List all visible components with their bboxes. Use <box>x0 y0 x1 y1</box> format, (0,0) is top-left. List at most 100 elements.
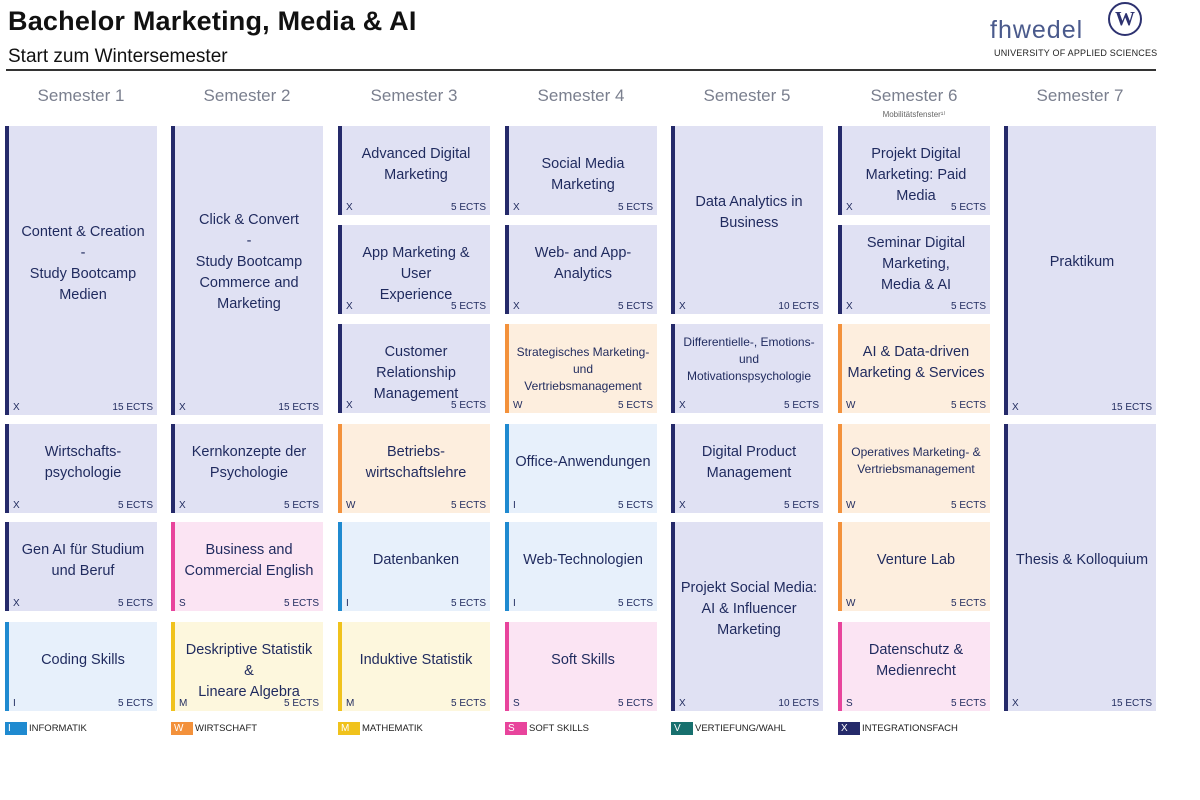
module-ects: 5 ECTS <box>117 598 153 609</box>
module-name: Datenschutz & Medienrecht <box>868 642 964 679</box>
module-ects: 5 ECTS <box>783 500 819 511</box>
logo-tagline: UNIVERSITY OF APPLIED SCIENCES <box>994 48 1158 58</box>
module-card[interactable]: AI & Data-driven Marketing & Services W 5 … <box>838 324 990 413</box>
module-category-code: I <box>513 500 516 511</box>
semester-note: Mobilitätsfenster¹⁾ <box>882 110 946 119</box>
semester-header-1: Semester 1 <box>37 86 125 105</box>
module-card[interactable]: Thesis & Kolloquium X 15 ECTS <box>1004 424 1156 711</box>
module-card[interactable]: Advanced Digital Marketing X 5 ECTS <box>338 126 490 215</box>
module-category-code: I <box>346 598 349 609</box>
module-card[interactable]: Business and Commercial English S 5 ECTS <box>171 522 323 611</box>
module-ects: 5 ECTS <box>950 598 986 609</box>
module-category-code: I <box>513 598 516 609</box>
module-card[interactable]: Customer Relationship Management X 5 ECTS <box>338 324 490 413</box>
module-category-code: S <box>513 698 520 709</box>
module-ects: 5 ECTS <box>950 301 986 312</box>
module-category-code: X <box>346 301 353 312</box>
module-card[interactable]: Click & Convert - Study Bootcamp Commerc… <box>171 126 323 415</box>
module-card[interactable]: Data Analytics in Business X 10 ECTS <box>671 126 823 314</box>
module-category-code: X <box>679 698 686 709</box>
module-card[interactable]: Praktikum X 15 ECTS <box>1004 126 1156 415</box>
module-category-code: I <box>13 698 16 709</box>
legend-swatch: M <box>338 722 360 735</box>
module-name: Web-Technologien <box>523 552 643 568</box>
module-ects: 10 ECTS <box>778 301 819 312</box>
module-category-code: X <box>679 301 686 312</box>
module-card[interactable]: Induktive Statistik M 5 ECTS <box>338 622 490 711</box>
module-card[interactable]: Projekt Digital Marketing: Paid Media X 5 … <box>838 126 990 215</box>
module-name: Projekt Digital Marketing: Paid Media <box>865 146 967 204</box>
module-card[interactable]: Web-Technologien I 5 ECTS <box>505 522 657 611</box>
module-name: Data Analytics in Business <box>695 194 803 231</box>
semester-header-4: Semester 4 <box>537 86 625 105</box>
module-card[interactable]: Operatives Marketing- & Vertriebsmanagem… <box>838 424 990 513</box>
module-ects: 15 ECTS <box>1111 402 1152 413</box>
legend-item: M MATHEMATIK <box>338 722 423 735</box>
module-card[interactable]: Gen AI für Studium und Beruf X 5 ECTS <box>5 522 157 611</box>
module-ects: 5 ECTS <box>283 698 319 709</box>
module-card[interactable]: Social Media Marketing X 5 ECTS <box>505 126 657 215</box>
module-card[interactable]: Office-Anwendungen I 5 ECTS <box>505 424 657 513</box>
module-card[interactable]: Betriebs- wirtschaftslehre W 5 ECTS <box>338 424 490 513</box>
module-card[interactable]: Web- and App- Analytics X 5 ECTS <box>505 225 657 314</box>
module-card[interactable]: Wirtschafts- psychologie X 5 ECTS <box>5 424 157 513</box>
module-name: App Marketing & User Experience <box>362 245 470 303</box>
module-ects: 5 ECTS <box>783 400 819 411</box>
module-category-code: X <box>179 500 186 511</box>
module-name: Thesis & Kolloquium <box>1015 552 1149 568</box>
module-name: Content & Creation - Study Bootcamp Medi… <box>21 224 145 303</box>
module-ects: 5 ECTS <box>950 202 986 213</box>
module-name: Business and Commercial English <box>184 542 314 579</box>
module-ects: 5 ECTS <box>950 500 986 511</box>
module-name: Strategisches Marketing- und Vertriebsma… <box>516 345 650 393</box>
module-name: Soft Skills <box>551 652 615 668</box>
module-category-code: S <box>179 598 186 609</box>
legend-label: INFORMATIK <box>29 723 87 734</box>
module-name: Differentielle-, Emotions- und Motivatio… <box>683 335 815 383</box>
module-card[interactable]: Kernkonzepte der Psychologie X 5 ECTS <box>171 424 323 513</box>
module-category-code: X <box>13 598 20 609</box>
legend-label: WIRTSCHAFT <box>195 723 258 734</box>
module-category-code: W <box>846 500 856 511</box>
module-card[interactable]: Datenbanken I 5 ECTS <box>338 522 490 611</box>
module-name: Projekt Social Media: AI & Influencer Ma… <box>680 580 818 638</box>
module-name: Seminar Digital Marketing, Media & AI <box>866 235 966 293</box>
semester-header-6: Semester 6 <box>870 86 958 105</box>
module-card[interactable]: Projekt Social Media: AI & Influencer Ma… <box>671 522 823 711</box>
module-ects: 5 ECTS <box>617 202 653 213</box>
module-category-code: S <box>846 698 853 709</box>
module-card[interactable]: Datenschutz & Medienrecht S 5 ECTS <box>838 622 990 711</box>
module-category-code: M <box>179 698 188 709</box>
semester-header-7: Semester 7 <box>1036 86 1124 105</box>
module-card[interactable]: Soft Skills S 5 ECTS <box>505 622 657 711</box>
module-category-code: X <box>179 402 186 413</box>
module-card[interactable]: Deskriptive Statistik & Lineare Algebra M… <box>171 622 323 711</box>
module-ects: 5 ECTS <box>950 698 986 709</box>
module-ects: 5 ECTS <box>450 400 486 411</box>
module-card[interactable]: Differentielle-, Emotions- und Motivatio… <box>671 324 823 413</box>
legend-swatch: X <box>838 722 860 735</box>
legend-swatch: V <box>671 722 693 735</box>
module-name: Coding Skills <box>41 652 125 668</box>
legend-item: I INFORMATIK <box>5 722 87 735</box>
module-name: Induktive Statistik <box>359 652 473 668</box>
module-ects: 5 ECTS <box>450 301 486 312</box>
module-card[interactable]: Strategisches Marketing- und Vertriebsma… <box>505 324 657 413</box>
module-ects: 15 ECTS <box>112 402 153 413</box>
legend-item: X INTEGRATIONSFACH <box>838 722 958 735</box>
header-divider <box>6 69 1156 71</box>
module-category-code: X <box>679 500 686 511</box>
legend-swatch: W <box>171 722 193 735</box>
module-ects: 5 ECTS <box>117 500 153 511</box>
module-name: Gen AI für Studium und Beruf <box>21 542 145 579</box>
module-card[interactable]: Content & Creation - Study Bootcamp Medi… <box>5 126 157 415</box>
module-ects: 5 ECTS <box>617 598 653 609</box>
module-card[interactable]: Venture Lab W 5 ECTS <box>838 522 990 611</box>
module-card[interactable]: Digital Product Management X 5 ECTS <box>671 424 823 513</box>
module-card[interactable]: Seminar Digital Marketing, Media & AI X 5 … <box>838 225 990 314</box>
module-ects: 5 ECTS <box>617 400 653 411</box>
module-name: Wirtschafts- psychologie <box>44 444 122 481</box>
module-card[interactable]: App Marketing & User Experience X 5 ECTS <box>338 225 490 314</box>
module-category-code: W <box>846 598 856 609</box>
module-card[interactable]: Coding Skills I 5 ECTS <box>5 622 157 711</box>
